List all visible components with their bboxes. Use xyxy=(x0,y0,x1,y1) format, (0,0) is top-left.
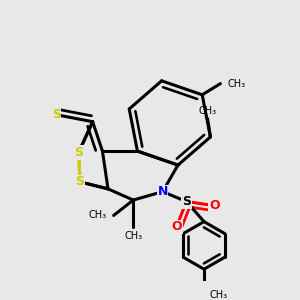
Text: S: S xyxy=(76,176,85,188)
Text: CH₃: CH₃ xyxy=(210,290,228,300)
Text: CH₃: CH₃ xyxy=(199,106,217,116)
Text: CH₃: CH₃ xyxy=(227,79,245,88)
Text: S: S xyxy=(182,195,191,208)
Text: O: O xyxy=(209,199,220,212)
Text: CH₃: CH₃ xyxy=(88,211,106,220)
Text: S: S xyxy=(182,195,191,208)
Text: O: O xyxy=(171,220,182,233)
Text: S: S xyxy=(76,176,85,188)
Text: O: O xyxy=(171,220,182,233)
Text: O: O xyxy=(209,199,220,212)
Text: S: S xyxy=(52,108,61,121)
Text: S: S xyxy=(74,146,83,159)
Text: S: S xyxy=(74,146,83,159)
Text: N: N xyxy=(158,185,168,198)
Text: N: N xyxy=(158,185,168,198)
Text: S: S xyxy=(52,108,61,121)
Text: CH₃: CH₃ xyxy=(124,231,142,241)
